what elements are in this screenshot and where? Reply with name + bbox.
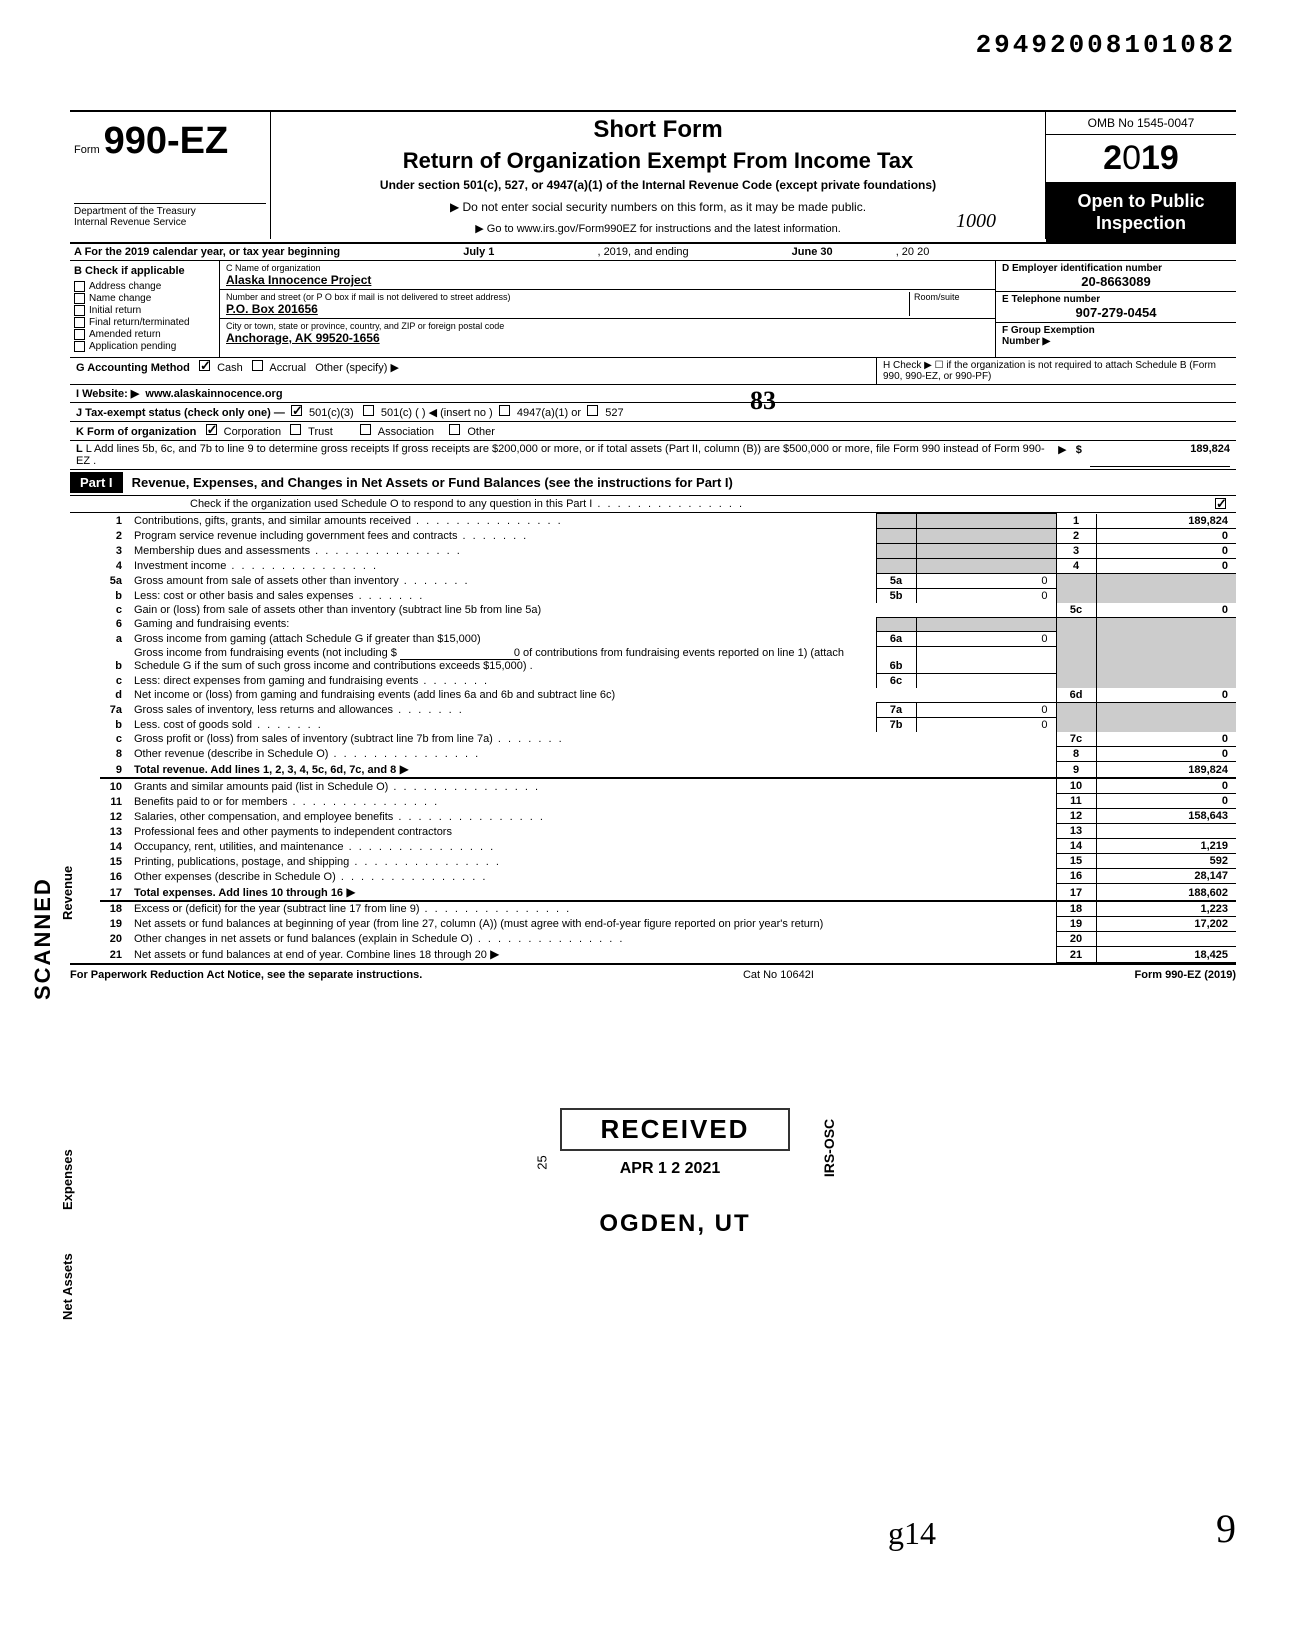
side-label-netassets: Net Assets <box>60 1253 75 1320</box>
side-label-expenses: Expenses <box>60 1149 75 1210</box>
row-k-form-org: K Form of organization Corporation Trust… <box>70 422 1236 441</box>
form-title-1: Short Form <box>279 116 1037 144</box>
org-city: Anchorage, AK 99520-1656 <box>226 331 989 345</box>
open-public-badge: Open to Public Inspection <box>1046 183 1236 242</box>
room-label: Room/suite <box>914 292 989 302</box>
section-b-header: B Check if applicable <box>74 265 215 277</box>
cb-527[interactable] <box>587 405 598 416</box>
tax-year: 2019 <box>1046 135 1236 183</box>
side-label-revenue: Revenue <box>60 866 75 920</box>
cb-name-change[interactable]: Name change <box>74 293 215 304</box>
form-number: Form 990-EZ <box>74 120 266 163</box>
omb-number: OMB No 1545-0047 <box>1046 112 1236 135</box>
stamp-ogden: OGDEN, UT <box>560 1210 790 1238</box>
addr-label: Number and street (or P O box if mail is… <box>226 292 909 302</box>
ein-label: D Employer identification number <box>1002 263 1230 274</box>
goto-url: ▶ Go to www.irs.gov/Form990EZ for instru… <box>279 222 1037 235</box>
page-footer: For Paperwork Reduction Act Notice, see … <box>70 963 1236 985</box>
form-title-2: Return of Organization Exempt From Incom… <box>279 148 1037 174</box>
part-1-check: Check if the organization used Schedule … <box>70 496 1236 513</box>
form-header: Form 990-EZ Department of the Treasury I… <box>70 110 1236 244</box>
side-label-scanned: SCANNED <box>30 877 56 1000</box>
phone-value: 907-279-0454 <box>1002 305 1230 320</box>
cb-final-return[interactable]: Final return/terminated <box>74 317 215 328</box>
row-a-tax-year: A For the 2019 calendar year, or tax yea… <box>70 244 1236 261</box>
row-j-exempt-status: J Tax-exempt status (check only one) — 5… <box>70 403 1236 422</box>
row-h-schedule-b: H Check ▶ ☐ if the organization is not r… <box>876 358 1236 384</box>
row-g-accounting: G Accounting Method Cash Accrual Other (… <box>70 358 876 384</box>
cb-association[interactable] <box>360 424 371 435</box>
row-i-website: I Website: ▶ www.alaskainnocence.org <box>70 385 1236 403</box>
ssn-warning: ▶ Do not enter social security numbers o… <box>279 200 1037 214</box>
document-id: 29492008101082 <box>976 30 1236 60</box>
stamp-irs-osc: IRS-OSC <box>821 1119 837 1177</box>
stamp-date: APR 1 2 2021 <box>580 1160 760 1178</box>
cb-other[interactable] <box>449 424 460 435</box>
city-label: City or town, state or province, country… <box>226 321 989 331</box>
row-l-gross: L L Add lines 5b, 6c, and 7b to line 9 t… <box>70 441 1236 470</box>
cb-501c[interactable] <box>363 405 374 416</box>
cb-cash[interactable] <box>199 360 210 371</box>
form-subtitle: Under section 501(c), 527, or 4947(a)(1)… <box>279 178 1037 192</box>
phone-label: E Telephone number <box>1002 294 1230 305</box>
cb-4947[interactable] <box>499 405 510 416</box>
ein-value: 20-8663089 <box>1002 274 1230 289</box>
cb-accrual[interactable] <box>252 360 263 371</box>
cb-schedule-o[interactable] <box>1215 498 1226 509</box>
group-exempt-label: F Group ExemptionNumber ▶ <box>1002 325 1230 347</box>
stamp-25: 25 <box>535 1155 550 1169</box>
org-address: P.O. Box 201656 <box>226 302 909 316</box>
lines-table: 1Contributions, gifts, grants, and simil… <box>100 513 1236 963</box>
org-name: Alaska Innocence Project <box>226 273 989 287</box>
org-name-label: C Name of organization <box>226 263 989 273</box>
cb-corporation[interactable] <box>206 424 217 435</box>
cb-trust[interactable] <box>290 424 301 435</box>
cb-amended-return[interactable]: Amended return <box>74 329 215 340</box>
cb-address-change[interactable]: Address change <box>74 281 215 292</box>
cb-application-pending[interactable]: Application pending <box>74 341 215 352</box>
handwritten-1: g14 <box>888 1515 936 1552</box>
cb-initial-return[interactable]: Initial return <box>74 305 215 316</box>
handwritten-83: 83 <box>750 386 776 416</box>
part-1-header: Part I Revenue, Expenses, and Changes in… <box>70 470 1236 496</box>
dept-label: Department of the Treasury Internal Reve… <box>74 203 266 228</box>
handwritten-2: 9 <box>1216 1505 1236 1552</box>
cb-501c3[interactable] <box>291 405 302 416</box>
stamp-received: RECEIVED <box>560 1108 790 1151</box>
info-grid: B Check if applicable Address change Nam… <box>70 261 1236 358</box>
